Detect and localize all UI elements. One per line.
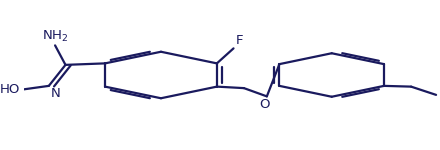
Text: N: N — [51, 87, 61, 100]
Text: HO: HO — [0, 83, 20, 96]
Text: NH$_2$: NH$_2$ — [42, 29, 68, 44]
Text: F: F — [235, 34, 243, 47]
Text: O: O — [260, 98, 270, 111]
